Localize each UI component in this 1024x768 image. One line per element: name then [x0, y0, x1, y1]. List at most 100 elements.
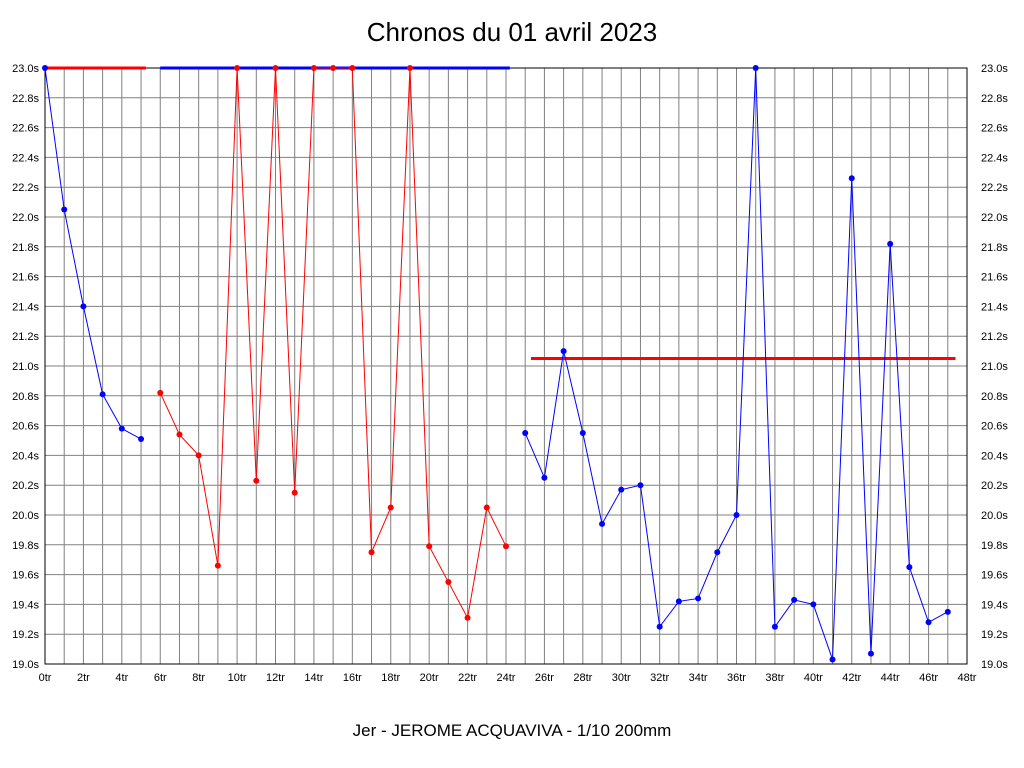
data-point-stint-2-red [330, 65, 337, 71]
y-axis-label-right: 21.4s [981, 301, 1008, 313]
y-axis-label-right: 20.0s [981, 510, 1008, 522]
data-point-stint-2-red [445, 579, 452, 586]
data-point-stint-2-red [291, 489, 298, 496]
data-point-stint-1-blue [80, 303, 87, 310]
data-point-stint-3-blue [829, 656, 836, 663]
data-point-stint-3-blue [522, 430, 529, 437]
data-point-stint-2-red [426, 543, 433, 550]
data-point-stint-2-red [157, 389, 164, 396]
y-axis-label-left: 22.6s [12, 123, 39, 135]
x-axis-label: 16tr [343, 672, 362, 684]
data-point-stint-1-blue [61, 206, 68, 213]
y-axis-label-right: 20.8s [981, 391, 1008, 403]
y-axis-label-right: 21.8s [981, 242, 1008, 254]
data-point-stint-1-blue [99, 391, 106, 398]
x-axis-label: 24tr [497, 672, 516, 684]
x-axis-label: 36tr [727, 672, 746, 684]
data-point-stint-1-blue [42, 65, 48, 71]
data-point-stint-3-blue [791, 596, 798, 603]
x-axis-label: 18tr [381, 672, 400, 684]
x-axis-label: 38tr [765, 672, 784, 684]
x-axis-label: 0tr [39, 672, 52, 684]
data-point-stint-2-red [368, 549, 375, 556]
data-point-stint-2-red [349, 65, 356, 71]
y-axis-label-right: 21.6s [981, 272, 1008, 284]
data-point-stint-3-blue [752, 65, 759, 71]
data-point-stint-1-blue [118, 425, 125, 432]
y-axis-label-right: 19.4s [981, 599, 1008, 611]
y-axis-label-right: 21.2s [981, 331, 1008, 343]
data-point-stint-3-blue [848, 175, 855, 182]
y-axis-label-right: 20.6s [981, 421, 1008, 433]
y-axis-label-right: 23.0s [981, 63, 1008, 75]
data-point-stint-2-red [310, 65, 317, 71]
data-point-stint-1-blue [138, 436, 145, 443]
y-axis-label-left: 23.0s [12, 63, 39, 75]
data-point-stint-3-blue [771, 623, 778, 630]
x-axis-label: 42tr [842, 672, 861, 684]
y-axis-label-left: 21.0s [12, 361, 39, 373]
data-point-stint-3-blue [541, 474, 548, 481]
x-axis-label: 6tr [154, 672, 167, 684]
y-axis-label-left: 19.2s [12, 629, 39, 641]
data-point-stint-3-blue [810, 601, 817, 608]
y-axis-label-left: 21.6s [12, 272, 39, 284]
y-axis-label-right: 22.0s [981, 212, 1008, 224]
data-point-stint-2-red [464, 614, 471, 621]
data-point-stint-3-blue [637, 482, 644, 489]
y-axis-label-right: 19.8s [981, 540, 1008, 552]
x-axis-label: 30tr [612, 672, 631, 684]
data-point-stint-3-blue [675, 598, 682, 605]
data-point-stint-2-red [406, 65, 413, 71]
x-axis-label: 8tr [192, 672, 205, 684]
y-axis-label-right: 20.4s [981, 450, 1008, 462]
y-axis-label-left: 20.0s [12, 510, 39, 522]
x-axis-label: 12tr [266, 672, 285, 684]
x-axis-label: 4tr [115, 672, 128, 684]
data-point-stint-2-red [272, 65, 279, 71]
y-axis-label-right: 22.4s [981, 152, 1008, 164]
data-point-stint-2-red [253, 477, 260, 484]
x-axis-label: 2tr [77, 672, 90, 684]
y-axis-label-left: 19.8s [12, 540, 39, 552]
data-point-stint-2-red [483, 504, 490, 511]
x-axis-label: 26tr [535, 672, 554, 684]
x-axis-label: 48tr [958, 672, 977, 684]
y-axis-label-right: 20.2s [981, 480, 1008, 492]
series-line-stint-1-blue [44, 67, 142, 440]
x-axis-label: 44tr [881, 672, 900, 684]
data-point-stint-2-red [387, 504, 394, 511]
data-point-stint-2-red [234, 65, 241, 71]
y-axis-label-right: 22.6s [981, 123, 1008, 135]
data-point-stint-3-blue [599, 520, 606, 527]
y-axis-label-right: 19.6s [981, 570, 1008, 582]
chart-footer: Jer - JEROME ACQUAVIVA - 1/10 200mm [352, 721, 672, 740]
y-axis-label-left: 20.8s [12, 391, 39, 403]
y-axis-label-left: 21.8s [12, 242, 39, 254]
x-axis-label: 10tr [228, 672, 247, 684]
y-axis-label-left: 21.2s [12, 331, 39, 343]
data-point-stint-3-blue [579, 430, 586, 437]
x-axis-label: 14tr [304, 672, 323, 684]
y-axis-label-right: 21.0s [981, 361, 1008, 373]
data-point-stint-3-blue [714, 549, 721, 556]
data-point-stint-3-blue [695, 595, 702, 602]
y-axis-label-right: 19.2s [981, 629, 1008, 641]
chart-title: Chronos du 01 avril 2023 [366, 17, 658, 47]
y-axis-label-right: 22.8s [981, 93, 1008, 105]
data-point-stint-2-red [214, 562, 221, 569]
data-point-stint-3-blue [925, 619, 932, 626]
y-axis-label-right: 22.2s [981, 182, 1008, 194]
x-axis-label: 20tr [420, 672, 439, 684]
data-point-stint-3-blue [906, 564, 913, 571]
x-axis-label: 34tr [689, 672, 708, 684]
y-axis-label-left: 22.0s [12, 212, 39, 224]
y-axis-label-left: 19.4s [12, 599, 39, 611]
y-axis-label-left: 19.6s [12, 570, 39, 582]
y-axis-label-right: 19.0s [981, 659, 1008, 671]
data-point-stint-3-blue [560, 348, 567, 355]
x-axis-label: 28tr [573, 672, 592, 684]
data-point-stint-3-blue [944, 608, 951, 615]
